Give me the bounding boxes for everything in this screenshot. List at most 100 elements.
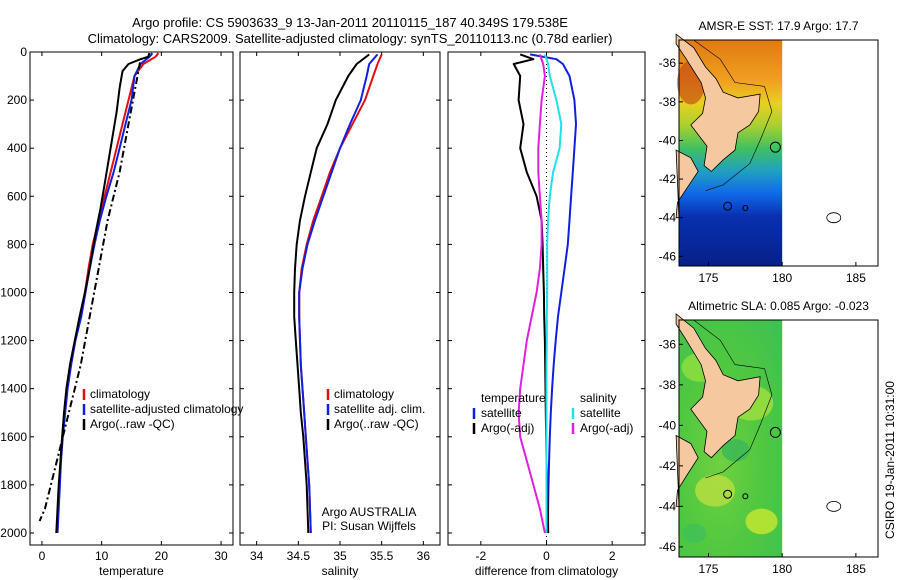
series-line-2 <box>512 53 550 534</box>
x-tick-label: 0 <box>39 549 46 563</box>
y-tick-label: -42 <box>659 172 677 186</box>
y-tick-label: 200 <box>7 93 27 107</box>
x-tick-label: 34.5 <box>287 549 311 563</box>
legend-entry: Argo(-adj) <box>580 421 633 435</box>
x-tick-label: 2 <box>609 549 616 563</box>
series-line-1 <box>56 52 160 534</box>
x-tick-label: 36 <box>417 549 431 563</box>
contour-ring <box>742 493 749 500</box>
y-tick-label: -40 <box>659 418 677 432</box>
legend-entry: Argo(-adj) <box>481 421 534 435</box>
map-axes-box <box>678 319 879 558</box>
argo-position-marker <box>769 426 781 438</box>
x-tick-label: 180 <box>772 562 792 576</box>
annotation-text: PI: Susan Wijffels <box>322 519 416 533</box>
map-panel-2: Altimetric SLA: 0.085 Argo: -0.023 175 180… <box>659 299 879 576</box>
series-line-3 <box>293 53 370 534</box>
series-line-2 <box>56 52 154 534</box>
figure-title-line2: Climatology: CARS2009. Satellite-adjuste… <box>88 31 613 46</box>
y-tick-label: 2000 <box>0 526 27 540</box>
argo-position-marker <box>769 141 781 153</box>
legend-entry: satellite <box>481 406 522 420</box>
x-tick-label: 175 <box>698 562 718 576</box>
profile-panel-1: 0 10 20 30 temperature 0 200 400 600 800 1000 1200 1… <box>0 45 243 578</box>
profile-panel-2: 34 34.5 35 35.5 36 salinity climatologysatelli… <box>239 51 441 578</box>
map-title: AMSR-E SST: 17.9 Argo: 17.7 <box>698 19 858 33</box>
legend-entry: satellite-adjusted climatology <box>90 402 243 416</box>
north-island <box>675 33 761 172</box>
y-tick-label: 1200 <box>0 334 27 348</box>
y-tick-label: 400 <box>7 141 27 155</box>
x-tick-label: 20 <box>155 549 169 563</box>
legend-heading: temperature <box>481 391 546 405</box>
y-tick-label: 1400 <box>0 382 27 396</box>
north-island <box>675 313 761 459</box>
x-tick-label: -2 <box>475 549 486 563</box>
annotation-text: Argo AUSTRALIA <box>322 505 417 519</box>
contour-ring <box>723 201 733 211</box>
axes-box <box>29 51 234 546</box>
x-axis-label: salinity <box>322 564 359 578</box>
x-tick-label: 10 <box>95 549 109 563</box>
x-tick-label: 35 <box>333 549 347 563</box>
chatham-islands <box>826 500 842 512</box>
y-tick-label: 1000 <box>0 285 27 299</box>
y-tick-label: -46 <box>659 540 677 554</box>
y-tick-label: 1800 <box>0 478 27 492</box>
y-tick-label: -38 <box>659 95 677 109</box>
contour-ring <box>723 489 733 499</box>
y-tick-label: 800 <box>7 237 27 251</box>
legend-entry: Argo(..raw -QC) <box>334 417 419 431</box>
legend-entry: Argo(..raw -QC) <box>90 417 175 431</box>
bathymetry-contour <box>693 39 773 191</box>
contour-ring <box>742 205 749 212</box>
map-axes-box <box>678 39 879 267</box>
legend-entry: satellite adj. clim. <box>334 402 425 416</box>
series-line-2 <box>298 53 379 534</box>
y-tick-label: -38 <box>659 378 677 392</box>
map-panels: AMSR-E SST: 17.9 Argo: 17.7 175 180 185 -36 -… <box>659 19 879 576</box>
y-tick-label: -42 <box>659 459 677 473</box>
sla-patch <box>745 508 778 535</box>
series-line-1 <box>298 53 383 534</box>
legend-entry: climatology <box>334 387 394 401</box>
x-axis-label: temperature <box>99 564 164 578</box>
x-tick-label: 185 <box>846 271 866 285</box>
legend-entry: climatology <box>90 387 150 401</box>
sla-patch <box>695 474 736 507</box>
x-axis-label: difference from climatology <box>475 564 618 578</box>
x-tick-label: 175 <box>698 271 718 285</box>
legend-entry: satellite <box>580 406 621 420</box>
x-tick-label: 185 <box>846 562 866 576</box>
map-title: Altimetric SLA: 0.085 Argo: -0.023 <box>688 299 869 313</box>
sla-patch <box>721 439 750 462</box>
figure-title-line1: Argo profile: CS 5903633_9 13-Jan-2011 2… <box>132 15 568 30</box>
series-line-4 <box>517 54 546 534</box>
y-tick-label: -40 <box>659 133 677 147</box>
chatham-islands <box>826 212 842 224</box>
y-tick-label: 600 <box>7 189 27 203</box>
x-tick-label: 180 <box>772 271 792 285</box>
x-tick-label: 30 <box>214 549 228 563</box>
y-tick-label: -44 <box>659 499 677 513</box>
x-tick-label: 0 <box>543 549 550 563</box>
x-tick-label: 35.5 <box>370 549 394 563</box>
y-tick-label: 0 <box>20 45 27 59</box>
y-tick-label: -44 <box>659 211 677 225</box>
y-tick-label: -36 <box>659 337 677 351</box>
bathymetry-contour <box>693 319 773 479</box>
map-panel-1: AMSR-E SST: 17.9 Argo: 17.7 175 180 185 -36 -… <box>659 19 879 285</box>
series-line-3 <box>543 54 563 533</box>
series-line-3 <box>55 52 151 534</box>
sla-patch <box>682 523 707 543</box>
y-tick-label: -46 <box>659 249 677 263</box>
y-tick-label: 1600 <box>0 430 27 444</box>
legend-heading: salinity <box>580 391 617 405</box>
y-tick-label: -36 <box>659 56 677 70</box>
series-line-1 <box>529 53 577 533</box>
x-tick-label: 34 <box>250 549 264 563</box>
axes-box <box>239 51 441 546</box>
profile-panels: 0 10 20 30temperature0200400600800100012001… <box>0 45 646 578</box>
